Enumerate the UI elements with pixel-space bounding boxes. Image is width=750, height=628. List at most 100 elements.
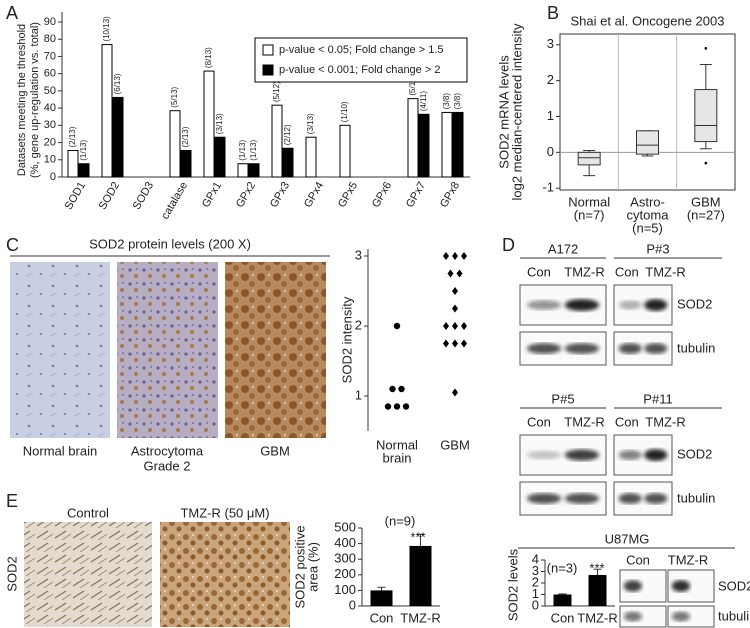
- bar: [169, 110, 181, 178]
- micrograph: [24, 522, 152, 627]
- lane-label: Con: [626, 552, 650, 567]
- lane-label: Con: [527, 414, 551, 429]
- box: [694, 89, 718, 143]
- bar-label: (10/13): [102, 16, 111, 42]
- annotation: (n=9): [385, 513, 416, 528]
- bar: [112, 96, 124, 178]
- bar: [214, 136, 226, 178]
- dot: [461, 252, 467, 260]
- dot: [461, 339, 467, 348]
- band: [564, 343, 600, 354]
- lane-label: Con: [527, 264, 551, 279]
- y-tick-label: -1: [542, 180, 554, 195]
- bar: [78, 163, 90, 178]
- y-tick-label: 500: [334, 519, 356, 534]
- group-label: A172: [548, 241, 578, 256]
- bar-label: (5/12): [272, 81, 281, 102]
- band: [618, 343, 642, 354]
- band: [623, 580, 643, 592]
- bar-label: (1/13): [79, 140, 88, 161]
- x-tick-label: (n=7): [574, 207, 605, 222]
- dot: [452, 287, 458, 295]
- panel-label: B: [547, 3, 559, 23]
- bar-label: (1/10): [340, 101, 349, 122]
- bar: [588, 574, 607, 606]
- y-tick-label: 2: [532, 574, 539, 589]
- blot: [619, 605, 667, 628]
- band: [564, 449, 600, 461]
- band: [623, 611, 643, 622]
- y-axis-label: (%, gene up-regulation vs. total): [29, 22, 41, 178]
- lane-label: Con: [615, 264, 639, 279]
- panel-label: E: [6, 491, 18, 511]
- y-axis-label: SOD2 positive: [292, 525, 307, 608]
- y-tick-label: 3: [547, 36, 554, 51]
- legend-box: [254, 37, 468, 83]
- band: [526, 343, 562, 354]
- box: [577, 151, 601, 166]
- micrograph: [225, 262, 326, 438]
- lane-label: TMZ-R: [668, 552, 708, 567]
- y-tick-label: 2: [547, 72, 554, 87]
- bar: [271, 104, 283, 178]
- blot: [667, 605, 715, 628]
- panel-label: A: [6, 3, 18, 23]
- image-label: Control: [67, 505, 109, 520]
- y-tick-label: 70: [44, 50, 56, 62]
- dot: [461, 322, 467, 330]
- y-tick-label: 0: [349, 597, 356, 612]
- image-label: GBM: [260, 443, 290, 458]
- y-tick-label: 90: [44, 16, 56, 28]
- dot: [402, 403, 410, 410]
- band: [526, 300, 562, 310]
- bar: [370, 590, 393, 606]
- x-tick-label: TMZ-R: [400, 610, 440, 625]
- y-tick-label: 3: [532, 563, 539, 578]
- micrograph: [10, 262, 110, 438]
- band-label: SOD2: [677, 446, 712, 461]
- y-tick-label: 80: [44, 33, 56, 45]
- x-tick-label: Con: [551, 610, 575, 625]
- annotation: ***: [589, 560, 604, 575]
- x-tick-label: brain: [383, 450, 412, 465]
- y-tick-label: 3: [355, 247, 362, 262]
- bar: [452, 111, 464, 178]
- outlier: [704, 161, 708, 165]
- x-tick-label: Normal: [376, 437, 418, 452]
- x-tick-label: GPx6: [370, 180, 394, 210]
- x-tick-label: TMZ-R: [577, 610, 617, 625]
- y-axis-label: SOD2 mRNA levels: [496, 55, 511, 169]
- y-axis-label: log2 median-centered intensity: [509, 23, 524, 201]
- dot: [384, 403, 392, 410]
- y-tick-label: 60: [44, 68, 56, 80]
- y-tick-label: 0: [50, 171, 56, 183]
- annotation: (n=3): [547, 560, 578, 575]
- bar: [339, 124, 351, 178]
- y-tick-label: 50: [44, 85, 56, 97]
- bar: [237, 163, 249, 178]
- band: [526, 450, 562, 460]
- bar: [203, 70, 215, 178]
- y-tick-label: 1: [355, 387, 362, 402]
- band: [618, 300, 642, 310]
- dot: [443, 339, 449, 348]
- chart-title: Shai et al. Oncogene 2003: [571, 13, 725, 28]
- x-tick-label: SOD2: [97, 180, 122, 212]
- dot: [393, 403, 401, 410]
- group-label: P#5: [551, 391, 574, 406]
- dot: [443, 252, 449, 260]
- x-tick-label: cytoma: [627, 207, 670, 222]
- y-tick-label: 1: [547, 108, 554, 123]
- x-tick-label: SOD3: [131, 180, 156, 212]
- x-tick-label: GPx5: [336, 180, 360, 210]
- bar-label: (3/8): [453, 93, 462, 110]
- y-axis-label: area (%): [305, 542, 320, 592]
- x-tick-label: (n=5): [632, 220, 663, 235]
- legend-label: p-value < 0.001; Fold change > 2: [279, 64, 440, 76]
- group-label: P#3: [646, 241, 669, 256]
- x-tick-label: GPx7: [404, 180, 428, 210]
- bar-label: (1/13): [249, 140, 258, 161]
- bar: [418, 113, 430, 178]
- dot: [443, 322, 449, 330]
